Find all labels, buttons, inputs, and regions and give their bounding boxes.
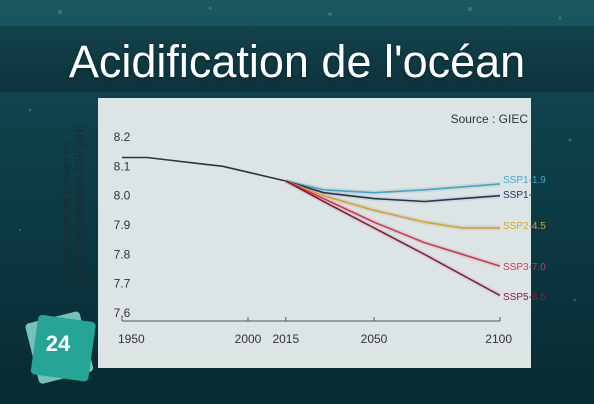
series-label: SSP2-4.5 (503, 221, 546, 232)
x-tick-label: 2015 (272, 332, 299, 346)
x-axis-tick-labels: 1950 2000 2015 2050 2100 (118, 317, 512, 346)
series-label: SSP5-8.5 (503, 292, 546, 303)
y-axis-label-line-1: Acidification de l'océan en (61, 141, 73, 275)
page-title: Acidification de l'océan (68, 36, 526, 87)
x-tick-label: 2100 (485, 332, 512, 346)
y-tick-label: 8.0 (114, 189, 131, 203)
slide-number-badge (25, 311, 96, 384)
historical-line (122, 156, 286, 182)
series-labels: SSP1-1.9 SSP1-2.6 SSP2-4.5 SSP3-7.0 SSP5-8.5 (503, 175, 546, 303)
slide-number: 24 (45, 331, 71, 356)
series-line (285, 180, 501, 297)
y-tick-label: 7.6 (114, 306, 131, 320)
series-label: SSP1-2.6 (503, 190, 546, 201)
y-tick-label: 7.8 (114, 247, 131, 261)
source-note: Source : GIEC (450, 112, 528, 126)
y-axis-tick-labels: 8.2 8.1 8.0 7.9 7.8 7.7 7.6 (114, 130, 131, 320)
series-line (285, 180, 501, 194)
series-line (285, 180, 500, 229)
x-tick-label: 2000 (235, 332, 262, 346)
x-tick-label: 2050 (361, 332, 388, 346)
series-lines (122, 156, 502, 298)
y-axis-label-line-2: fonction des scénarios SSP (pH) (74, 125, 86, 291)
x-tick-label: 1950 (118, 332, 145, 346)
chart-panel (98, 98, 531, 368)
series-line (285, 180, 501, 203)
series-label: SSP3-7.0 (503, 262, 546, 273)
y-tick-label: 7.9 (114, 218, 131, 232)
y-tick-label: 8.1 (114, 159, 131, 173)
y-tick-label: 7.7 (114, 277, 131, 291)
y-axis-label: Acidification de l'océan en fonction des … (61, 118, 87, 298)
series-label: SSP1-1.9 (503, 175, 546, 186)
series-line (285, 180, 501, 267)
y-tick-label: 8.2 (114, 130, 131, 144)
